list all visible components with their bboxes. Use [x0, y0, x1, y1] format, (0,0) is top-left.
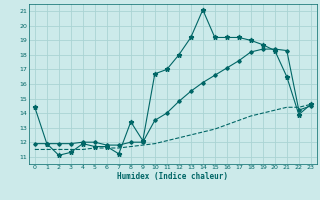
X-axis label: Humidex (Indice chaleur): Humidex (Indice chaleur) — [117, 172, 228, 181]
